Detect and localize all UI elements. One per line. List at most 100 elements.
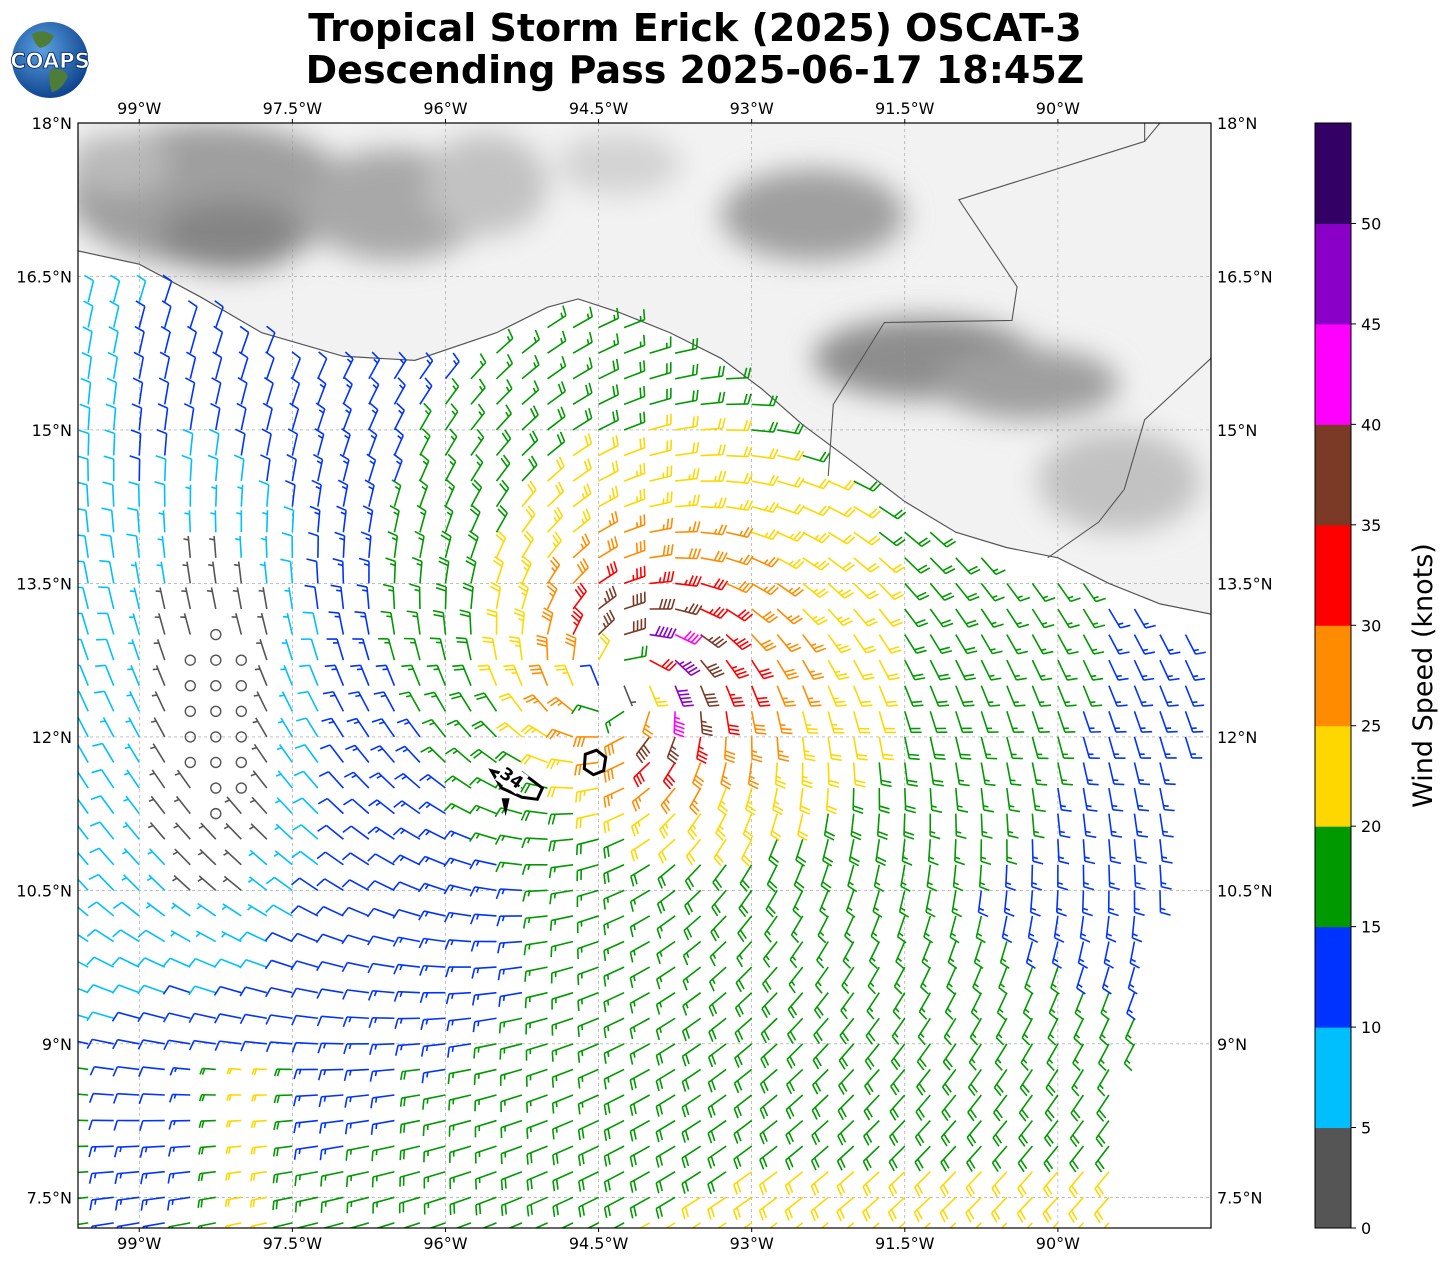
wind-barb [1159, 762, 1176, 786]
wind-barb [448, 1119, 472, 1137]
lon-tick-label-bottom: 90°W [1036, 1234, 1080, 1253]
wind-barb [184, 756, 196, 769]
wind-barb [551, 1094, 574, 1114]
wind-barb [153, 639, 166, 661]
wind-barb [314, 428, 325, 456]
wind-barb [992, 1120, 1008, 1147]
wind-barb [100, 533, 115, 558]
wind-barb [356, 584, 370, 610]
wind-barb [893, 966, 906, 995]
wind-barb [801, 736, 816, 762]
wind-barb [174, 769, 191, 789]
wind-barb [674, 338, 699, 354]
wind-barb [500, 1145, 523, 1165]
wind-barb [1042, 1196, 1059, 1223]
wind-barb [675, 575, 702, 587]
wind-barb [446, 719, 472, 738]
wind-barb [526, 1094, 548, 1113]
wind-barb [904, 711, 922, 734]
wind-barb [853, 505, 881, 519]
wind-barb [78, 878, 89, 891]
wind-barb [993, 1068, 1008, 1097]
wind-barb [395, 745, 421, 764]
wind-barb [548, 863, 574, 879]
wind-barb [576, 889, 599, 907]
wind-barb [156, 429, 168, 456]
lat-tick-label-right: 7.5°N [1217, 1188, 1262, 1207]
colorbar-bin-25-30 [1315, 625, 1351, 727]
wind-barb [1031, 813, 1045, 839]
wind-barb [445, 991, 472, 1005]
wind-barb [116, 1222, 140, 1228]
wind-barb [1095, 1120, 1110, 1148]
wind-barb [169, 1067, 191, 1076]
wind-barb [291, 1041, 318, 1053]
wind-barb [548, 838, 574, 852]
lat-tick-label-left: 18°N [32, 114, 72, 133]
wind-barb [184, 705, 196, 718]
wind-barb [418, 828, 446, 840]
wind-barb [758, 1171, 778, 1196]
wind-barb [146, 874, 166, 891]
wind-barb [419, 991, 446, 1004]
wind-barb [1159, 736, 1177, 759]
wind-barb [623, 411, 646, 431]
wind-barb [825, 787, 838, 815]
wind-barb [681, 1196, 702, 1220]
wind-barb [1133, 787, 1150, 812]
wind-barb [249, 823, 268, 840]
wind-barb [392, 881, 421, 892]
wind-barb [1082, 813, 1097, 839]
wind-barb [623, 360, 646, 380]
wind-barb [862, 1171, 880, 1197]
wind-barb [734, 992, 753, 1018]
wind-barb [210, 654, 222, 666]
wind-barb [111, 956, 140, 968]
wind-barb [367, 826, 395, 840]
wind-barb [158, 510, 166, 533]
lat-tick-label-right: 9°N [1217, 1035, 1247, 1054]
wind-barb [1103, 941, 1114, 969]
wind-barb [428, 1222, 446, 1228]
wind-barb [710, 915, 727, 942]
wind-barb [88, 1170, 114, 1184]
wind-barb [517, 581, 529, 610]
wind-barb [344, 1094, 369, 1108]
wind-barb [426, 664, 447, 687]
wind-barb [250, 1119, 267, 1129]
wind-barb [78, 1067, 89, 1071]
wind-barb [210, 510, 217, 533]
wind-barb [322, 690, 345, 712]
wind-barb [784, 1145, 804, 1171]
wind-barb [1077, 941, 1088, 969]
wind-barb [801, 685, 822, 707]
wind-barb [547, 406, 566, 431]
wind-barb [546, 506, 564, 533]
wind-barb [526, 1145, 548, 1165]
wind-barb [603, 1196, 625, 1218]
wind-barb [341, 961, 370, 973]
wind-barb [844, 915, 855, 944]
wind-barb [198, 1119, 216, 1129]
wind-barb [551, 1068, 574, 1088]
wind-barb [878, 608, 903, 627]
wind-barb [750, 685, 771, 707]
wind-barb [1099, 1017, 1110, 1046]
wind-barb [344, 1119, 370, 1135]
wind-barb [89, 847, 115, 866]
wind-barb [1184, 736, 1203, 759]
wind-barb [733, 1145, 753, 1170]
wind-barb [420, 1043, 446, 1057]
wind-barb [629, 966, 650, 989]
wind-barb [863, 1120, 880, 1146]
colorbar-tick-label: 35 [1361, 516, 1381, 535]
wind-barb [257, 613, 268, 635]
wind-barb [1108, 634, 1130, 655]
wind-barb [78, 429, 90, 456]
wind-barb [130, 429, 142, 456]
wind-barb [1006, 813, 1019, 839]
wind-barb [290, 960, 319, 971]
wind-barb [1096, 1094, 1110, 1122]
wind-barb [1129, 941, 1140, 969]
wind-barb [675, 521, 701, 534]
